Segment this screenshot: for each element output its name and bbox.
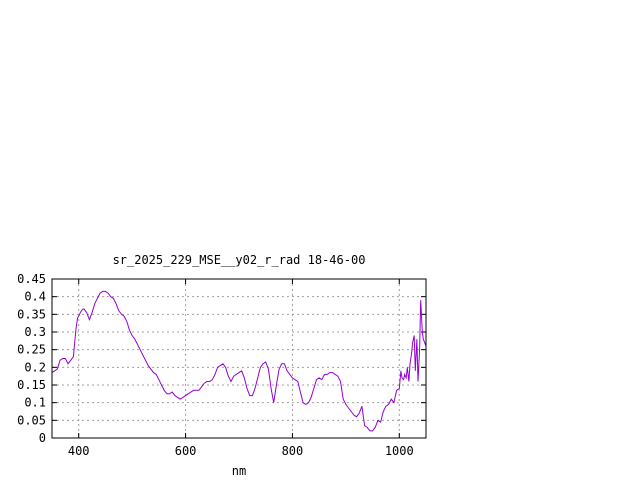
y-tick-label: 0.3 — [24, 325, 46, 339]
x-tick-label: 400 — [68, 444, 90, 458]
y-tick-label: 0.1 — [24, 396, 46, 410]
y-tick-label: 0.45 — [17, 272, 46, 286]
series-line — [51, 290, 427, 432]
y-tick-label: 0.2 — [24, 360, 46, 374]
axis-ticks — [52, 278, 426, 439]
y-tick-label: 0.25 — [17, 343, 46, 357]
x-tick-label: 800 — [282, 444, 304, 458]
chart-title: sr_2025_229_MSE__y02_r_rad 18-46-00 — [113, 253, 366, 267]
y-tick-label: 0.15 — [17, 378, 46, 392]
plot-frame — [51, 278, 427, 439]
y-tick-label: 0.4 — [24, 290, 46, 304]
y-tick-label: 0.35 — [17, 307, 46, 321]
y-tick-label: 0 — [39, 431, 46, 445]
x-tick-label: 600 — [175, 444, 197, 458]
y-tick-label: 0.05 — [17, 413, 46, 427]
grid-lines — [52, 278, 426, 439]
x-axis-title: nm — [232, 464, 246, 478]
x-tick-label: 1000 — [385, 444, 414, 458]
tick-labels: 400 600 800 1000 0 0.05 0.1 0.15 0.2 0.25 0.3 0.35 0… — [17, 272, 414, 458]
